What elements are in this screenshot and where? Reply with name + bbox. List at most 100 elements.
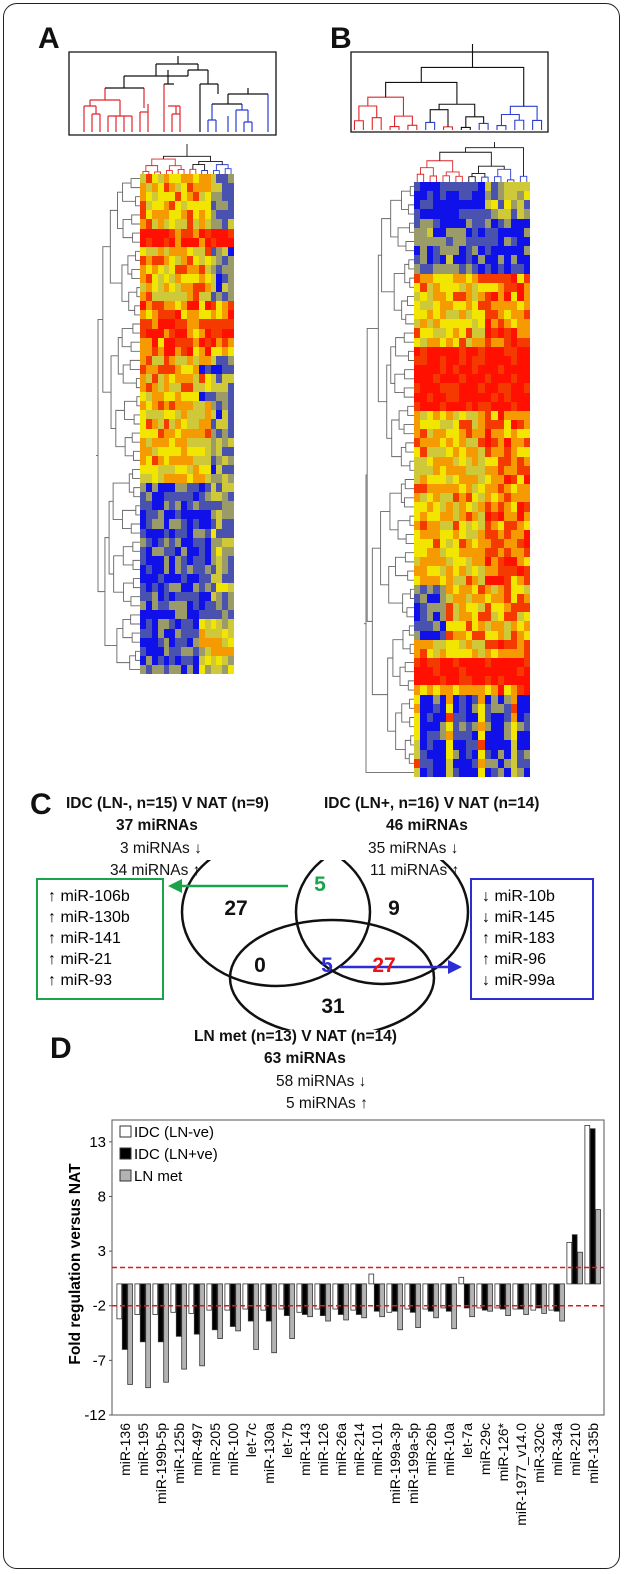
bar-ln-met: [469, 1283, 475, 1318]
heatmap-cell: [222, 464, 229, 474]
heatmap-cell: [151, 246, 158, 256]
heatmap-cell: [491, 621, 498, 631]
heatmap-cell: [439, 236, 447, 247]
heatmap-cell: [222, 483, 229, 493]
heatmap-cell: [452, 392, 460, 402]
heatmap-cell: [510, 584, 518, 594]
heatmap-cell: [187, 655, 193, 665]
heatmap-cell: [510, 676, 518, 686]
heatmap-cell: [163, 419, 170, 429]
heatmap-cell: [523, 548, 530, 558]
heatmap-cell: [433, 236, 440, 247]
bar-idc-ln-ve-: [355, 1283, 362, 1315]
heatmap-cell: [140, 546, 146, 556]
heatmap-cell: [484, 191, 492, 201]
heatmap-cell: [151, 583, 158, 593]
heatmap-cell: [228, 174, 234, 184]
heatmap-cell: [426, 465, 434, 475]
heatmap-cell: [433, 365, 440, 375]
heatmap-cell: [175, 464, 182, 474]
heatmap-cell: [439, 557, 447, 567]
heatmap-cell: [210, 501, 217, 511]
heatmap-cell: [210, 519, 217, 529]
bar-idc-ln-ve-: [121, 1283, 128, 1350]
heatmap-cell: [426, 346, 434, 356]
heatmap-cell: [439, 419, 447, 430]
heatmap-cell: [187, 473, 193, 484]
heatmap-cell: [151, 601, 158, 611]
heatmap-cell: [433, 337, 440, 347]
heatmap-cell: [420, 218, 427, 228]
heatmap-cell: [504, 603, 511, 613]
heatmap-cell: [210, 610, 217, 620]
heatmap-cell: [459, 584, 466, 594]
heatmap-cell: [504, 548, 511, 558]
heatmap-cell: [198, 246, 205, 256]
heatmap-cell: [192, 292, 199, 302]
heatmap-cell: [169, 337, 176, 347]
heatmap-cell: [510, 410, 518, 420]
bar-idc-ln-ve-: [337, 1283, 344, 1315]
heatmap-cell: [145, 419, 152, 429]
heatmap-cell: [426, 273, 434, 283]
heatmap-cell: [491, 740, 498, 750]
heatmap-cell: [140, 283, 146, 293]
heatmap-cell: [510, 355, 518, 366]
heatmap-cell: [140, 646, 146, 656]
heatmap-cell: [433, 703, 440, 713]
heatmap-cell: [181, 655, 187, 665]
heatmap-cell: [192, 483, 199, 493]
dendrogram-branch: [122, 546, 134, 566]
heatmap-cell: [484, 365, 492, 375]
heatmap-cell: [140, 583, 146, 593]
heatmap-cell: [210, 174, 217, 184]
y-axis-label: Fold regulation versus NAT: [67, 1163, 84, 1365]
heatmap-cell: [439, 529, 447, 539]
venn-bottom-title: LN met (n=13) V NAT (n=14): [194, 1028, 397, 1045]
dendrogram-branch: [400, 483, 406, 503]
heatmap-cell: [192, 573, 199, 584]
heatmap-cell: [523, 603, 530, 613]
heatmap-cell: [210, 237, 217, 247]
heatmap-cell: [175, 328, 182, 338]
heatmap-cell: [145, 510, 152, 520]
dendrogram-branch: [136, 287, 140, 298]
dendrogram-branch: [115, 409, 126, 448]
heatmap-cell: [439, 548, 447, 558]
heatmap-cell: [210, 219, 217, 229]
heatmap-cell: [210, 210, 217, 220]
bar-ln-met: [343, 1283, 349, 1321]
heatmap-cell: [192, 264, 199, 274]
heatmap-cell: [497, 575, 505, 585]
x-tick-label: miR-26a: [333, 1423, 349, 1476]
heatmap-cell: [439, 584, 447, 594]
heatmap-cell: [446, 520, 453, 530]
dendrogram-branch: [102, 246, 112, 393]
heatmap-cell: [472, 493, 479, 503]
heatmap-cell: [426, 474, 434, 485]
heatmap-cell: [491, 557, 498, 567]
heatmap-cell: [169, 455, 176, 465]
heatmap-cell: [472, 374, 479, 384]
dendrogram-branch: [500, 113, 520, 126]
heatmap-cell: [452, 355, 460, 366]
heatmap-cell: [175, 483, 182, 493]
heatmap-cell: [420, 694, 427, 704]
heatmap-cell: [210, 383, 217, 393]
heatmap-cell: [497, 355, 505, 366]
heatmap-cell: [192, 183, 199, 193]
heatmap-cell: [192, 246, 199, 256]
heatmap-cell: [151, 401, 158, 411]
heatmap-cell: [414, 209, 421, 219]
heatmap-cell: [192, 464, 199, 474]
heatmap-cell: [478, 310, 485, 320]
x-tick-label: miR-100: [225, 1423, 241, 1476]
bar-idc-ln-ve-: [409, 1283, 416, 1313]
venn-right-up: 11 miRNAs ↑: [370, 862, 460, 879]
heatmap-cell: [222, 219, 229, 229]
heatmap-cell: [198, 283, 205, 293]
dendrogram-branch: [128, 291, 137, 311]
heatmap-cell: [523, 584, 530, 594]
venn-left-total: 37 miRNAs: [116, 817, 198, 834]
heatmap-cell: [163, 383, 170, 393]
